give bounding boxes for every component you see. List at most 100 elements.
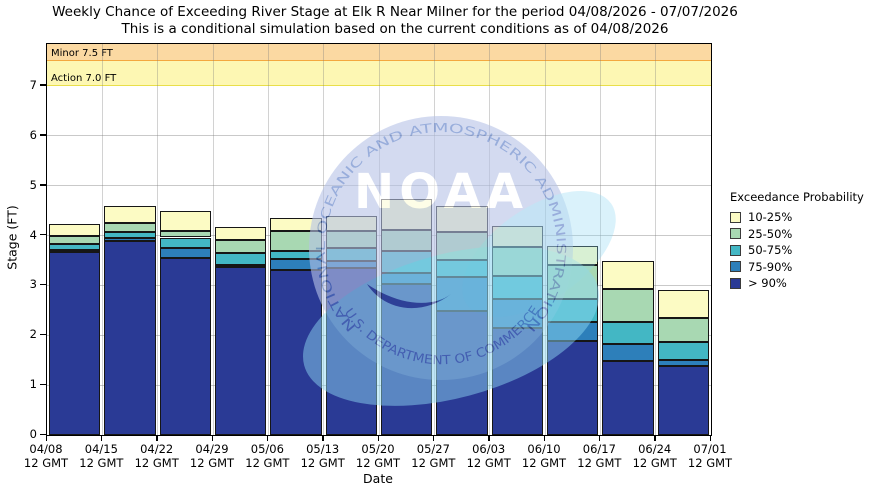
bar-segment: [657, 366, 709, 435]
bar-week-04/29: [215, 44, 267, 435]
x-tick-date: 06/10: [527, 442, 561, 456]
y-tick-label: 7: [29, 77, 37, 92]
x-tick-mark: [654, 435, 656, 442]
legend: Exceedance Probability 10-25% 25-50% 50-75…: [730, 190, 864, 292]
gridline-vertical: [378, 44, 380, 435]
x-tick-time: 12 GMT: [411, 456, 456, 470]
bar-segment: [436, 277, 488, 311]
bar-segment: [104, 232, 156, 238]
bar-segment: [602, 289, 654, 322]
bar-segment: [270, 269, 322, 435]
bar-segment: [159, 230, 211, 238]
y-tick-label: 6: [29, 127, 37, 142]
x-tick-mark: [543, 435, 545, 442]
bar-segment: [381, 229, 433, 251]
bar-segment: [547, 264, 599, 300]
y-tick-mark: [40, 134, 46, 136]
y-tick-label: 3: [29, 277, 37, 292]
x-tick-date: 04/22: [140, 442, 174, 456]
legend-swatch: [730, 228, 741, 240]
bar-segment: [381, 273, 433, 285]
bar-segment: [49, 223, 101, 236]
bar-segment: [49, 252, 101, 435]
gridline-vertical: [323, 44, 325, 435]
gridline-vertical: [212, 44, 214, 435]
y-tick-mark: [40, 234, 46, 236]
x-tick-date: 04/29: [195, 442, 229, 456]
x-tick-date: 06/17: [582, 442, 616, 456]
x-tick-mark: [432, 435, 435, 442]
y-tick-label: 5: [29, 177, 37, 192]
x-tick-time: 12 GMT: [577, 456, 622, 470]
x-tick-date: 05/27: [416, 442, 450, 456]
x-tick-date: 04/08: [29, 442, 63, 456]
x-tick-label: 06/03 12 GMT: [457, 442, 521, 470]
y-tick-mark: [40, 84, 46, 86]
bar-week-05/13: [325, 44, 377, 435]
y-tick-mark: [40, 283, 46, 286]
bar-segment: [104, 223, 156, 232]
chart-subtitle: This is a conditional simulation based o…: [121, 21, 669, 37]
x-tick-label: 07/01 12 GMT: [678, 442, 742, 470]
x-tick-date: 05/06: [250, 442, 284, 456]
x-tick-mark: [322, 435, 324, 442]
bar-segment: [602, 321, 654, 345]
bar-segment: [602, 344, 654, 361]
bar-segment: [215, 264, 267, 268]
legend-item-label: 25-50%: [748, 226, 793, 241]
x-tick-mark: [211, 435, 213, 442]
bar-segment: [547, 299, 599, 322]
bar-week-04/15: [104, 44, 156, 435]
legend-swatch: [730, 244, 741, 256]
flood-band-minor: Minor 7.5 FT: [47, 44, 711, 61]
bar-segment: [381, 284, 433, 435]
bar-segment: [49, 244, 101, 251]
x-tick-time: 12 GMT: [79, 456, 124, 470]
bar-segment: [602, 260, 654, 290]
x-tick-date: 06/03: [472, 442, 506, 456]
x-tick-date: 07/01: [693, 442, 727, 456]
x-tick-label: 05/27 12 GMT: [401, 442, 465, 470]
bar-segment: [325, 268, 377, 435]
x-tick-time: 12 GMT: [189, 456, 235, 470]
bar-week-04/08: [49, 44, 101, 435]
x-tick-time: 12 GMT: [466, 456, 511, 470]
bar-week-06/10: [547, 44, 599, 435]
bar-week-05/20: [381, 44, 433, 435]
x-tick-time: 12 GMT: [687, 456, 733, 470]
bar-segment: [381, 250, 433, 274]
bar-segment: [491, 247, 543, 276]
bar-segment: [491, 299, 543, 329]
x-tick-mark: [266, 435, 269, 442]
bar-segment: [215, 227, 267, 241]
bar-week-06/03: [491, 44, 543, 435]
legend-swatch: [730, 211, 741, 223]
gridline-vertical: [433, 44, 435, 435]
legend-item: 25-50%: [730, 226, 864, 243]
y-tick-mark: [40, 383, 46, 386]
bar-segment: [491, 275, 543, 300]
chart-title: Weekly Chance of Exceeding River Stage a…: [52, 4, 738, 20]
x-axis-title: Date: [363, 471, 393, 486]
bar-segment: [547, 321, 599, 341]
bar-segment: [159, 237, 211, 249]
legend-swatch: [730, 277, 741, 289]
bar-segment: [547, 340, 599, 435]
bar-segment: [270, 231, 322, 252]
legend-item: 75-90%: [730, 259, 864, 276]
bar-segment: [325, 260, 377, 269]
bar-segment: [159, 248, 211, 259]
y-tick-label: 2: [29, 327, 37, 342]
legend-title: Exceedance Probability: [730, 190, 864, 204]
x-tick-label: 04/08 12 GMT: [14, 442, 78, 470]
x-tick-time: 12 GMT: [134, 456, 179, 470]
y-tick-label: 0: [29, 427, 37, 441]
bar-segment: [49, 250, 101, 253]
y-tick-mark: [40, 333, 46, 336]
bar-week-04/22: [159, 44, 211, 435]
x-tick-time: 12 GMT: [23, 456, 69, 470]
legend-items: 10-25% 25-50% 50-75% 75-90% > 90%: [730, 209, 864, 292]
bar-segment: [325, 216, 377, 231]
bar-week-05/06: [270, 44, 322, 435]
